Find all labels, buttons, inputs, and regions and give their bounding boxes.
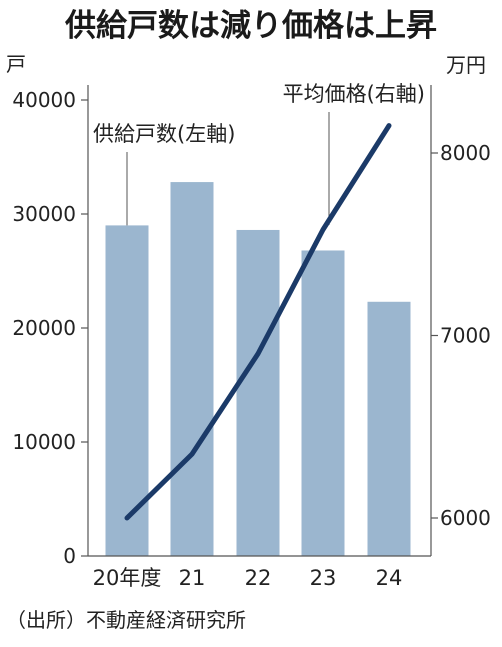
left-tick-label: 10000 <box>12 430 76 454</box>
category-label: 23 <box>310 566 337 590</box>
left-tick-label: 0 <box>63 544 76 568</box>
right-tick-label: 7000 <box>440 324 491 348</box>
left-tick-label: 30000 <box>12 202 76 226</box>
bar <box>170 182 214 556</box>
category-label: 22 <box>245 566 272 590</box>
right-tick-label: 6000 <box>440 506 491 530</box>
line-series-label: 平均価格(右軸) <box>283 82 425 106</box>
source-note: （出所）不動産経済研究所 <box>6 608 246 632</box>
right-tick-label: 8000 <box>440 141 491 165</box>
category-label: 24 <box>376 566 403 590</box>
bar <box>236 229 280 556</box>
category-label: 20年度 <box>93 566 162 590</box>
right-axis: 6000 7000 8000 <box>431 141 491 530</box>
bar-series <box>105 182 411 557</box>
category-label: 21 <box>179 566 206 590</box>
left-tick-label: 40000 <box>12 88 76 112</box>
chart-title: 供給戸数は減り価格は上昇 <box>64 8 437 44</box>
right-axis-unit: 万円 <box>446 53 486 77</box>
annotation-leaders <box>126 112 330 226</box>
left-axis-unit: 戸 <box>6 52 26 76</box>
x-axis: 20年度 21 22 23 24 <box>93 566 403 590</box>
left-axis: 0 10000 20000 30000 40000 <box>12 88 88 568</box>
left-tick-label: 20000 <box>12 316 76 340</box>
bar <box>367 301 411 556</box>
line-series <box>124 123 392 521</box>
bar <box>301 250 345 557</box>
bar-series-label: 供給戸数(左軸) <box>93 122 235 146</box>
